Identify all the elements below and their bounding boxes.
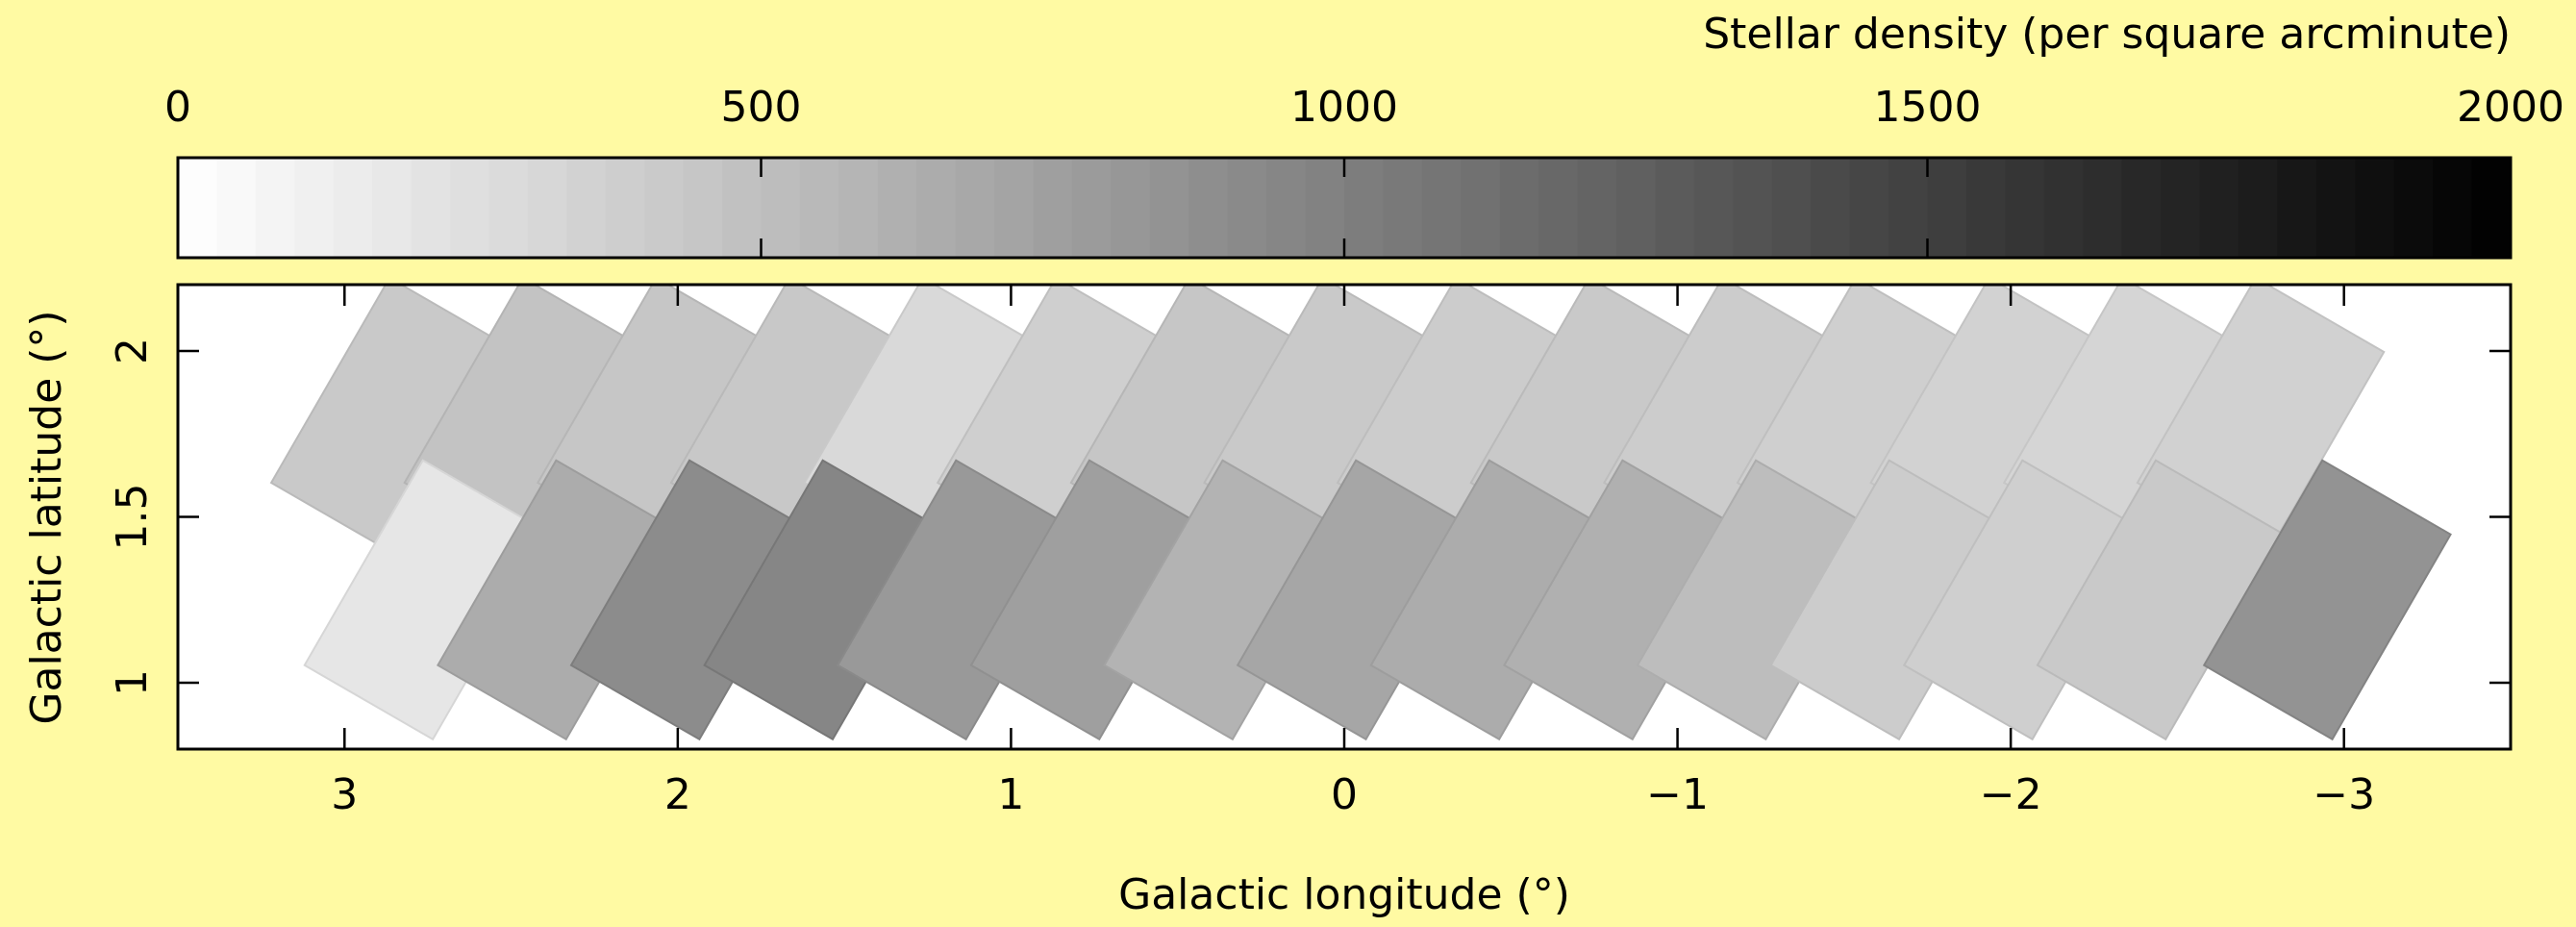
x-tick-label: −3 — [2313, 770, 2375, 819]
colorbar-step — [566, 158, 606, 258]
colorbar-step — [878, 158, 917, 258]
x-axis-label: Galactic longitude (°) — [1118, 870, 1570, 919]
colorbar-step — [1616, 158, 1656, 258]
colorbar-step — [1072, 158, 1112, 258]
colorbar: 0 500 1000 1500 2000 — [164, 83, 2564, 258]
colorbar-step — [1422, 158, 1462, 258]
colorbar-step — [2316, 158, 2356, 258]
colorbar-step — [916, 158, 956, 258]
x-tick-label: 2 — [664, 770, 691, 819]
colorbar-step — [1888, 158, 1928, 258]
colorbar-step — [762, 158, 801, 258]
colorbar-step — [1188, 158, 1228, 258]
colorbar-label: Stellar density (per square arcminute) — [1703, 10, 2511, 59]
colorbar-step — [1266, 158, 1306, 258]
x-tick-label: −2 — [1980, 770, 2042, 819]
colorbar-step — [1383, 158, 1422, 258]
colorbar-step — [216, 158, 256, 258]
x-tick-label: 0 — [1331, 770, 1358, 819]
y-tick-label: 1.5 — [108, 484, 157, 551]
y-tick-label: 2 — [108, 338, 157, 364]
colorbar-step — [178, 158, 217, 258]
colorbar-step — [1578, 158, 1617, 258]
colorbar-step — [1538, 158, 1578, 258]
colorbar-step — [1344, 158, 1384, 258]
colorbar-step — [722, 158, 762, 258]
colorbar-step — [1850, 158, 1889, 258]
colorbar-step — [2355, 158, 2394, 258]
colorbar-tick-label: 1000 — [1290, 83, 1398, 132]
colorbar-step — [412, 158, 451, 258]
page: {"chart_data": { "type": "heatmap", "xla… — [0, 0, 2576, 927]
y-axis-label: Galactic latitude (°) — [22, 310, 71, 724]
colorbar-step — [1111, 158, 1150, 258]
colorbar-step — [1966, 158, 2006, 258]
colorbar-step — [956, 158, 995, 258]
colorbar-step — [1655, 158, 1694, 258]
colorbar-step — [1733, 158, 1772, 258]
x-tick-label: 1 — [997, 770, 1024, 819]
colorbar-step — [2394, 158, 2434, 258]
colorbar-step — [2083, 158, 2122, 258]
colorbar-step — [294, 158, 334, 258]
colorbar-step — [838, 158, 878, 258]
colorbar-tick-label: 2000 — [2457, 83, 2564, 132]
colorbar-step — [2005, 158, 2044, 258]
colorbar-step — [1811, 158, 1850, 258]
colorbar-step — [800, 158, 839, 258]
colorbar-step — [1772, 158, 1812, 258]
colorbar-step — [2277, 158, 2316, 258]
colorbar-tick-label: 1500 — [1874, 83, 1982, 132]
colorbar-step — [450, 158, 489, 258]
y-tick-label: 1 — [108, 669, 157, 696]
colorbar-step — [2122, 158, 2162, 258]
colorbar-step — [2472, 158, 2512, 258]
colorbar-step — [2200, 158, 2239, 258]
colorbar-step — [1694, 158, 1734, 258]
colorbar-step — [372, 158, 412, 258]
x-tick-label: −1 — [1646, 770, 1709, 819]
colorbar-step — [1228, 158, 1267, 258]
colorbar-tick-label: 0 — [164, 83, 191, 132]
tile-layer — [271, 278, 2450, 739]
colorbar-step — [1306, 158, 1345, 258]
colorbar-step — [334, 158, 373, 258]
colorbar-step — [644, 158, 684, 258]
chart: Stellar density (per square arcminute) G… — [0, 0, 2576, 927]
colorbar-step — [1928, 158, 1967, 258]
colorbar-step — [994, 158, 1034, 258]
colorbar-step — [528, 158, 567, 258]
colorbar-step — [256, 158, 295, 258]
colorbar-step — [2161, 158, 2200, 258]
colorbar-step — [1034, 158, 1073, 258]
colorbar-step — [2433, 158, 2472, 258]
colorbar-tick-label: 500 — [721, 83, 802, 132]
colorbar-step — [606, 158, 645, 258]
colorbar-step — [488, 158, 528, 258]
colorbar-step — [1461, 158, 1500, 258]
colorbar-step — [2044, 158, 2084, 258]
x-tick-label: 3 — [331, 770, 358, 819]
colorbar-step — [1150, 158, 1189, 258]
colorbar-step — [1500, 158, 1539, 258]
colorbar-step — [2238, 158, 2278, 258]
colorbar-step — [684, 158, 723, 258]
